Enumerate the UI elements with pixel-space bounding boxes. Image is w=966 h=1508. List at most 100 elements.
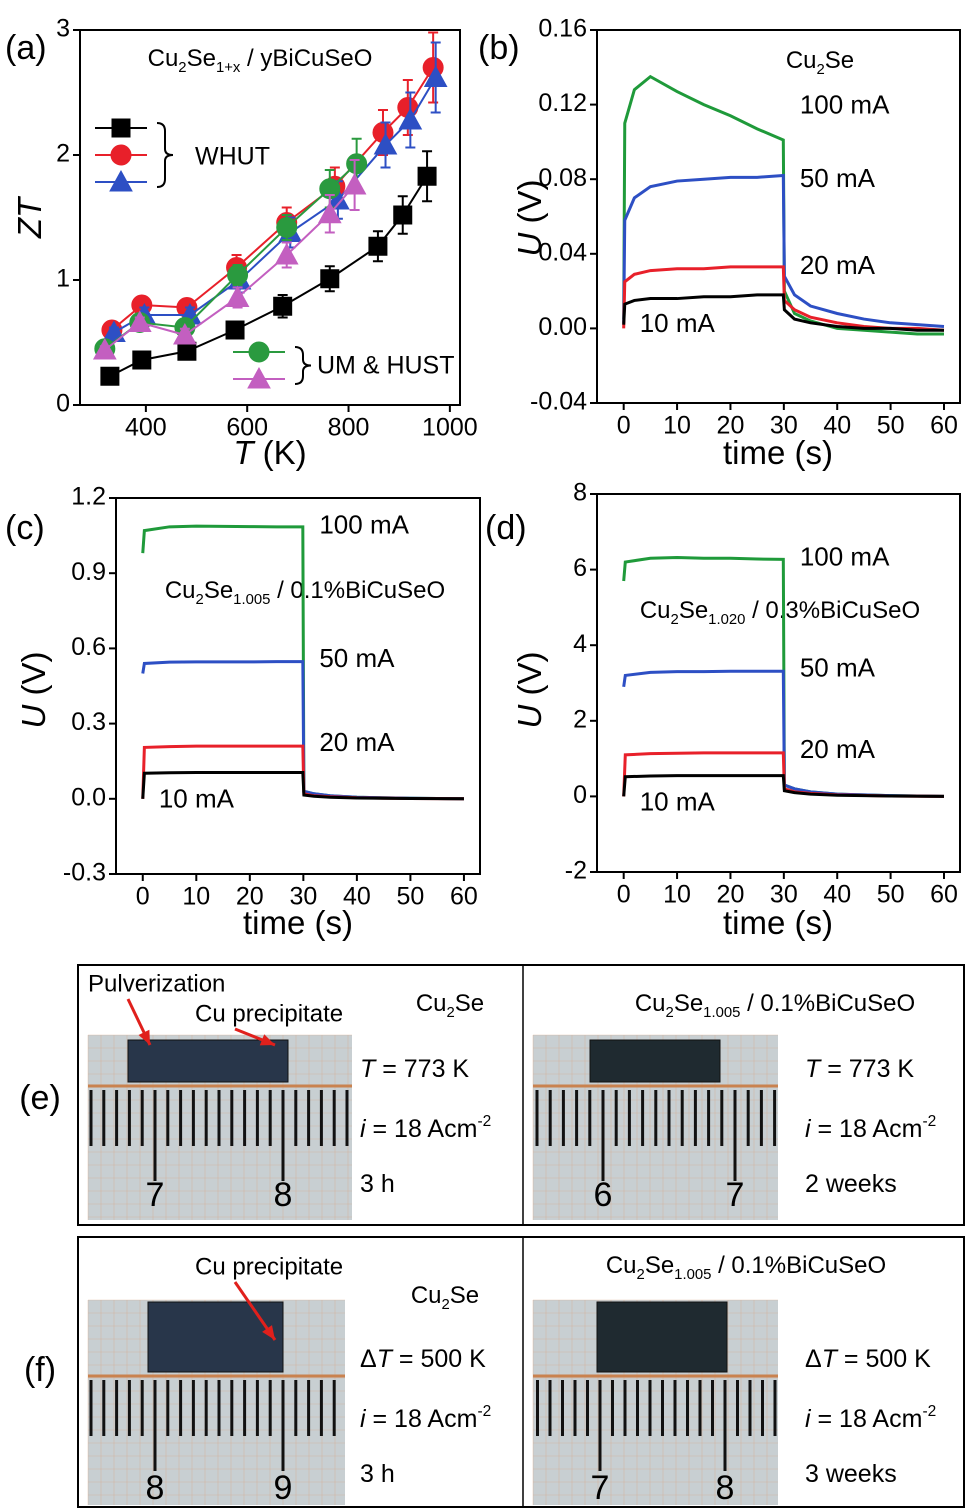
series-label: 50 mA: [319, 643, 395, 673]
text-part: T: [377, 1345, 394, 1373]
text-part: 1.005: [674, 1267, 711, 1283]
x-tick-label: 20: [236, 883, 264, 911]
y-tick-label: 4: [573, 630, 587, 658]
panel-label: (c): [5, 509, 45, 547]
panel-label: (a): [5, 29, 47, 67]
marker: [225, 285, 250, 307]
y-tick-label: 0.16: [538, 15, 587, 43]
marker: [227, 264, 249, 286]
x-axis-label: time (s): [243, 904, 353, 941]
series-label: 50 mA: [800, 163, 876, 193]
text-part: 2: [637, 1267, 645, 1283]
series-label: 10 mA: [640, 308, 716, 338]
text-part: Se: [455, 990, 484, 1017]
x-tick-label: 600: [226, 414, 268, 442]
series-line: [622, 173, 945, 329]
text-part: = 18 Acm: [811, 1115, 923, 1143]
y-tick-label: -2: [565, 857, 587, 885]
x-tick-label: 0: [136, 883, 150, 911]
ruler-number: 8: [274, 1176, 293, 1214]
text-part: Se: [674, 990, 703, 1017]
y-tick-label: -0.3: [63, 859, 106, 887]
arrow-head: [262, 1325, 275, 1340]
marker: [423, 65, 448, 87]
sample: [596, 1301, 728, 1373]
text-part: 3 h: [360, 1170, 395, 1198]
y-tick-label: 0.9: [71, 558, 106, 586]
legend-label: WHUT: [195, 143, 270, 171]
y-tick-label: 0.12: [538, 89, 587, 117]
text-part: i: [360, 1405, 367, 1433]
text-part: time (s): [723, 904, 833, 941]
callout: Pulverization: [88, 970, 225, 997]
text-part: / 0.1%BiCuSeO: [740, 990, 915, 1017]
text-part: Se: [204, 577, 233, 604]
text-part: -2: [477, 1113, 491, 1130]
marker: [417, 166, 437, 186]
marker: [225, 320, 245, 340]
x-tick-label: 60: [930, 412, 958, 440]
text-part: time (s): [723, 434, 833, 471]
text-part: 3 weeks: [805, 1460, 897, 1488]
annotation: Cu2Se1+x / yBiCuSeO: [148, 45, 373, 76]
marker: [342, 172, 367, 195]
x-tick-label: 30: [770, 881, 798, 909]
panel-label: (d): [485, 509, 527, 547]
marker: [111, 118, 131, 138]
text-part: Δ: [805, 1345, 822, 1373]
y-tick-label: 0: [573, 781, 587, 809]
x-tick-label: 50: [877, 412, 905, 440]
text-part: i: [360, 1115, 367, 1143]
marker: [92, 337, 117, 360]
condition-line: i = 18 Acm-2: [805, 1403, 936, 1433]
text-part: = 773 K: [820, 1055, 914, 1083]
series-line: [109, 175, 428, 378]
y-tick-label: -0.04: [530, 388, 587, 416]
text-part: T: [360, 1055, 377, 1083]
text-part: (V): [511, 651, 548, 704]
x-tick-label: 10: [663, 412, 691, 440]
x-tick-label: 400: [125, 414, 167, 442]
y-axis-label: U (V): [511, 179, 548, 256]
text-part: 2: [196, 592, 204, 608]
text-part: Cu: [411, 1282, 442, 1309]
marker: [132, 350, 152, 370]
marker: [110, 144, 132, 166]
x-tick-label: 60: [450, 883, 478, 911]
y-tick-label: 0: [56, 390, 70, 418]
y-tick-label: 0.04: [538, 238, 587, 266]
marker: [273, 296, 293, 316]
ruler-number: 7: [726, 1176, 745, 1214]
text-part: Cu: [165, 577, 196, 604]
panel-f-frame: [77, 1236, 965, 1508]
text-part: 2: [671, 612, 679, 628]
text-part: i: [805, 1115, 812, 1143]
y-tick-label: 0.08: [538, 164, 587, 192]
text-part: Cu: [635, 990, 666, 1017]
text-part: Se: [679, 597, 708, 624]
text-part: Δ: [360, 1345, 377, 1373]
legend-bracket: [156, 122, 174, 188]
y-axis-label: U (V): [511, 651, 548, 728]
y-tick-label: 0.0: [71, 783, 106, 811]
series-label: 100 mA: [800, 90, 890, 120]
annotation: Cu2Se1.020 / 0.3%BiCuSeO: [640, 597, 920, 628]
text-part: time (s): [243, 904, 353, 941]
text-part: 1.005: [703, 1005, 740, 1021]
sample: [147, 1301, 284, 1373]
text-part: / 0.3%BiCuSeO: [745, 597, 920, 624]
y-tick-label: 2: [573, 705, 587, 733]
condition-line: 3 weeks: [805, 1460, 897, 1488]
x-tick-label: 0: [617, 881, 631, 909]
series-label: 10 mA: [159, 783, 235, 813]
text-part: Cu: [786, 47, 817, 74]
x-tick-label: 40: [823, 881, 851, 909]
x-tick-label: 60: [930, 881, 958, 909]
y-tick-label: 1: [56, 265, 70, 293]
callout: Cu precipitate: [195, 1253, 343, 1280]
series-line: [111, 66, 434, 331]
text-part: (V): [511, 179, 548, 232]
marker: [276, 217, 298, 238]
text-part: 2: [442, 1297, 450, 1313]
